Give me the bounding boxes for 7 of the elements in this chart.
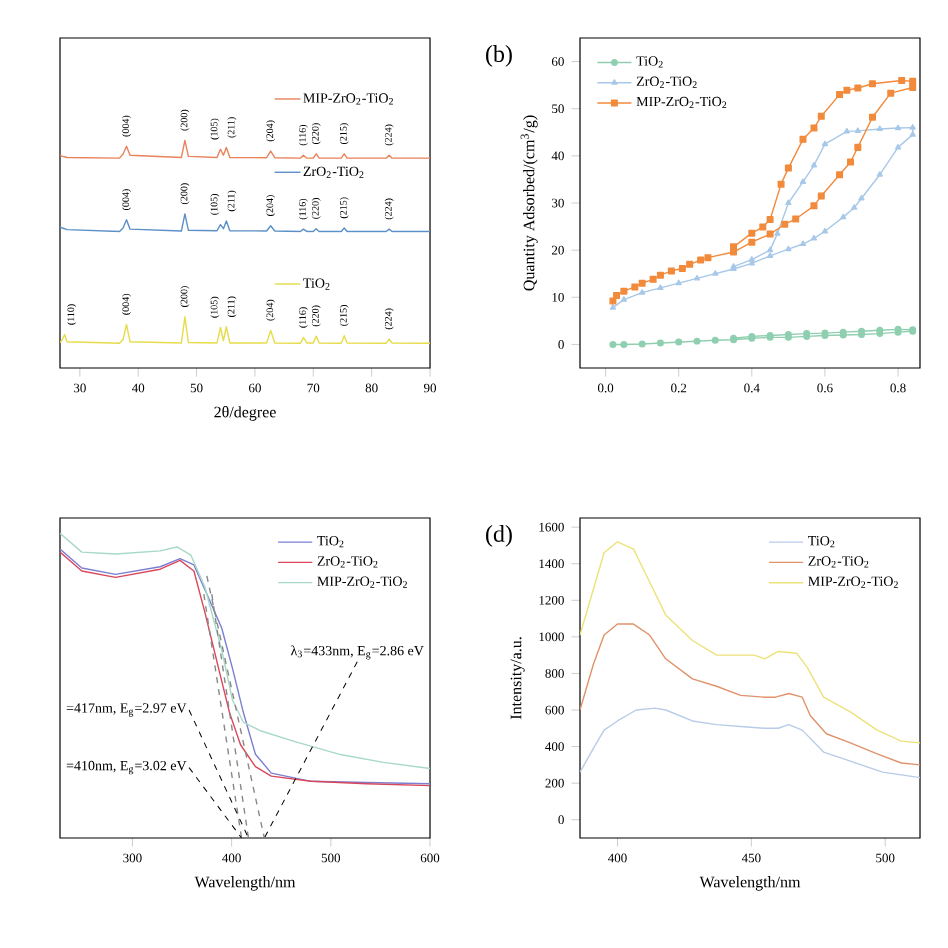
x-axis-title: Wavelength/nm — [194, 876, 296, 891]
chart-title: (b) — [486, 45, 512, 67]
x-axis-title: Wavelength/nm — [699, 876, 801, 891]
chart-title: (d) — [486, 525, 512, 547]
x-axis-title: 2θ/degree — [214, 406, 276, 421]
y-axis-title: Quantity Adsorbed/(cm$^{3}$/g) — [520, 115, 538, 291]
y-axis-title: Intensity/a.u. — [510, 637, 525, 720]
